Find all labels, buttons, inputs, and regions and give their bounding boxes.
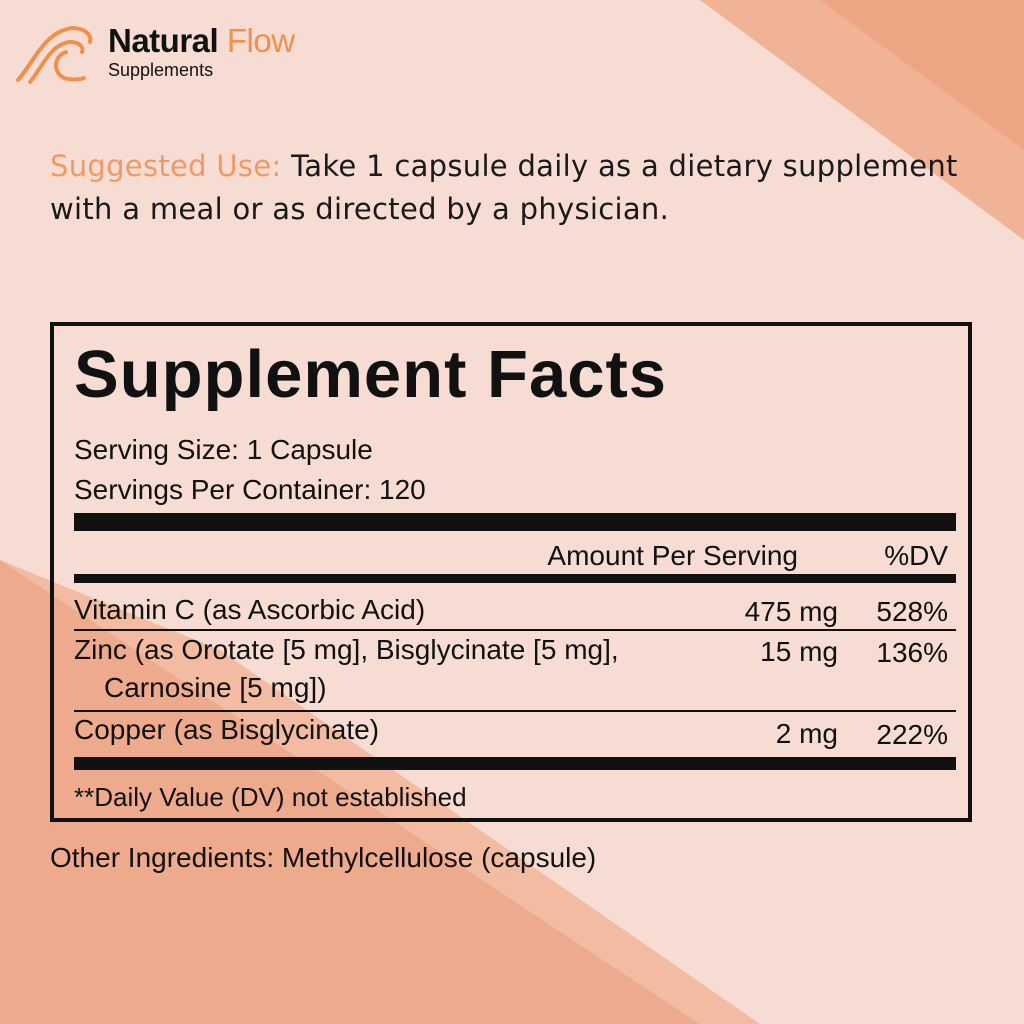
dv-header: %DV [884,540,948,571]
nutrient-name: Zinc (as Orotate [5 mg], Bisglycinate [5… [74,634,619,665]
bottom-left-stripe [0,560,760,1024]
footnote: **Daily Value (DV) not established [74,782,467,812]
suggested-use-text: Take 1 capsule daily as a dietary supple… [281,149,958,183]
nutrient-name-cont: Carnosine [5 mg]) [104,672,327,703]
brand-name-accent: Flow [226,22,295,59]
wave-icon [16,25,93,84]
thick-divider-bottom [74,757,956,770]
brand-name-main: Natural [108,22,219,59]
facts-title: Supplement Facts [74,337,668,412]
amount-header: Amount Per Serving [547,540,798,571]
thick-divider [74,513,956,531]
row-divider [74,629,956,631]
nutrient-dv: 136% [876,637,948,668]
servings-per-container: Servings Per Container: 120 [74,474,426,505]
suggested-use-label: Suggested Use: [50,149,282,183]
suggested-use: Suggested Use: Take 1 capsule daily as a… [50,145,958,231]
brand-subtitle: Supplements [108,60,214,80]
brand-name: Natural Flow [108,22,295,60]
medium-divider [74,574,956,583]
corner-band-dark [820,0,1024,150]
nutrient-name: Vitamin C (as Ascorbic Acid) [74,594,426,625]
nutrient-name: Copper (as Bisglycinate) [74,714,380,745]
nutrient-dv: 528% [876,596,948,627]
nutrient-dv: 222% [876,719,948,750]
suggested-use-text-2: with a meal or as directed by a physicia… [50,192,670,226]
supplement-facts-panel: Supplement Facts Serving Size: 1 Capsule… [50,322,972,822]
nutrient-amount: 475 mg [744,596,838,627]
nutrient-amount: 15 mg [760,636,838,667]
other-ingredients: Other Ingredients: Methylcellulose (caps… [50,842,597,873]
row-divider [74,710,956,712]
serving-size: Serving Size: 1 Capsule [74,434,373,465]
nutrient-amount: 2 mg [775,718,838,749]
